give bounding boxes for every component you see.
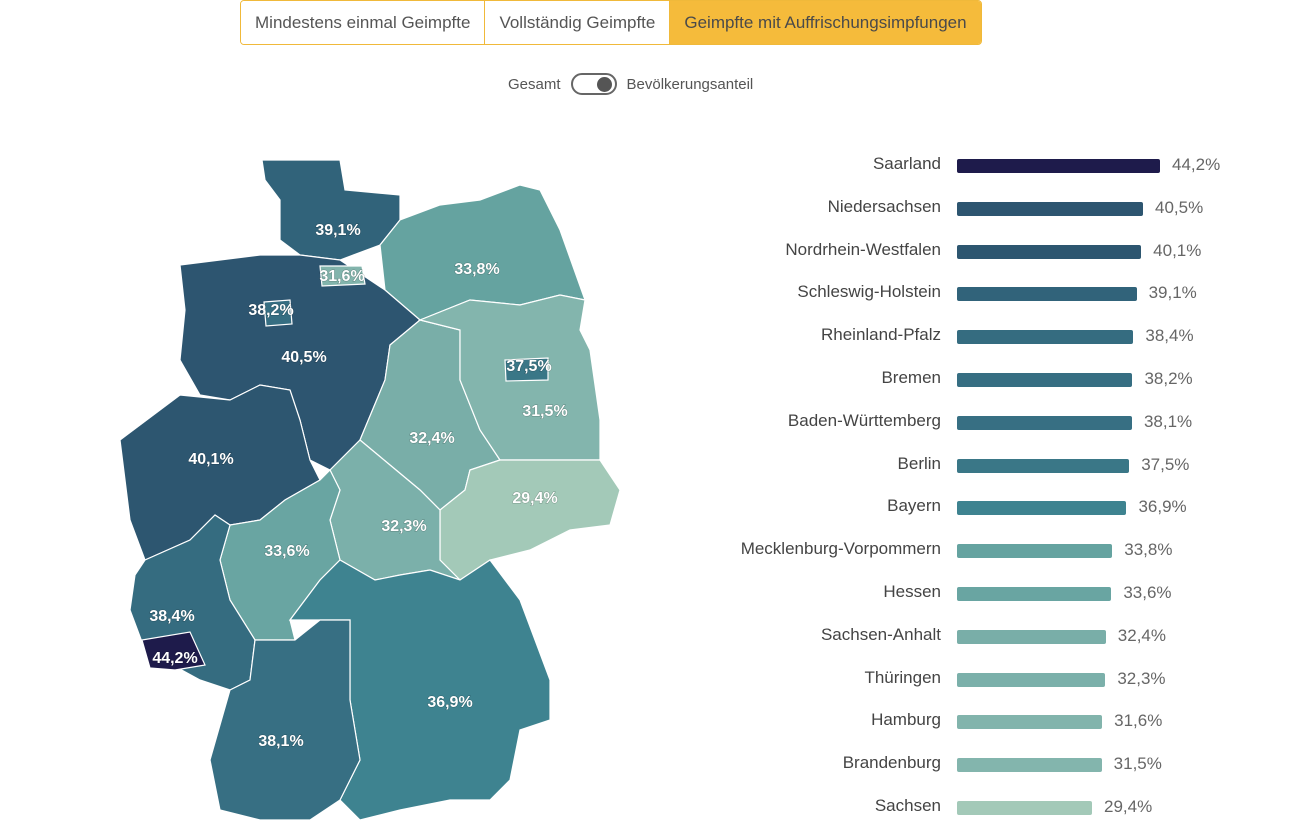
bar[interactable]: [957, 758, 1102, 773]
bar[interactable]: [957, 244, 1142, 259]
map-value-label: 40,1%: [188, 451, 233, 468]
bar-row: Berlin 37,5%: [0, 453, 1293, 476]
bar-value-label: 31,6%: [1114, 711, 1163, 731]
bar-label: Baden-Württemberg: [787, 410, 941, 430]
bar-row: Bayern 36,9%: [0, 496, 1293, 518]
bar-label: Mecklenburg-Vorpommern: [740, 539, 941, 559]
bar-value-label: 40,1%: [1153, 240, 1202, 260]
bar-label: Niedersachsen: [827, 196, 941, 216]
bar-label: Sachsen: [874, 796, 941, 815]
bar[interactable]: [957, 287, 1137, 302]
bar-value-label: 44,2%: [1172, 155, 1221, 174]
bar-row: Baden-Württemberg 38,1%: [0, 410, 1293, 433]
bar-label: Thüringen: [864, 667, 941, 687]
bar[interactable]: [957, 501, 1127, 516]
bar-label: Bayern: [887, 496, 941, 516]
bar[interactable]: [957, 587, 1112, 601]
map-value-label: 38,2%: [248, 302, 293, 319]
bar[interactable]: [957, 201, 1143, 216]
bar-label: Nordrhein-Westfalen: [785, 239, 941, 259]
bar-row: Niedersachsen 40,5%: [0, 196, 1293, 219]
map-value-label: 44,2%: [152, 650, 197, 667]
tab-first-dose[interactable]: Mindestens einmal Geimpfte: [241, 1, 486, 44]
display-toggle-switch[interactable]: [570, 73, 617, 95]
tab-booster[interactable]: Geimpfte mit Auffrischungsimpfungen: [670, 1, 981, 44]
bar-row: Hessen 33,6%: [0, 582, 1293, 604]
bar[interactable]: [957, 629, 1106, 644]
bar-label: Hessen: [883, 582, 941, 601]
bar-row: Sachsen 29,4%: [0, 796, 1293, 818]
bar-value-label: 33,6%: [1123, 583, 1172, 602]
bar[interactable]: [957, 373, 1133, 387]
bar[interactable]: [957, 415, 1132, 430]
map-value-label: 33,8%: [454, 261, 499, 278]
bar-row: Mecklenburg-Vorpommern 33,8%: [0, 539, 1293, 561]
bar-row: Schleswig-Holstein 39,1%: [0, 282, 1293, 304]
bar-row: Nordrhein-Westfalen 40,1%: [0, 239, 1293, 262]
map-value-label: 39,1%: [315, 222, 360, 239]
tab-fully-vaccinated[interactable]: Vollständig Geimpfte: [485, 1, 671, 44]
map-state[interactable]: [504, 357, 549, 382]
bar-value-label: 32,4%: [1117, 625, 1166, 645]
bar[interactable]: [957, 544, 1113, 559]
bar-value-label: 31,5%: [1113, 754, 1162, 774]
bar-label: Hamburg: [871, 710, 941, 730]
map-value-label: 32,4%: [409, 430, 454, 447]
map-value-label: 36,9%: [427, 694, 472, 711]
bar-label: Sachsen-Anhalt: [820, 624, 941, 644]
bar-row: Thüringen 32,3%: [0, 667, 1293, 690]
toggle-knob: [596, 77, 612, 92]
bar-label: Schleswig-Holstein: [797, 282, 941, 302]
bar[interactable]: [957, 715, 1103, 730]
bar-value-label: 36,9%: [1138, 497, 1187, 517]
toggle-label-share[interactable]: Bevölkerungsanteil: [626, 75, 754, 93]
map-value-label: 40,5%: [281, 349, 326, 366]
bar-value-label: 37,5%: [1141, 454, 1190, 474]
metric-tabs: Mindestens einmal Geimpfte Vollständig G…: [240, 0, 982, 45]
map-state[interactable]: [209, 619, 361, 821]
map-state[interactable]: [141, 631, 206, 671]
bar-label: Brandenburg: [842, 753, 941, 773]
bar-row: Rheinland-Pfalz 38,4%: [0, 325, 1293, 347]
bar-row: Brandenburg 31,5%: [0, 753, 1293, 775]
map-state[interactable]: [319, 265, 366, 287]
bar-label: Berlin: [897, 453, 941, 473]
bar-value-label: 38,2%: [1144, 369, 1193, 388]
map-value-label: 38,4%: [149, 608, 194, 625]
bar[interactable]: [957, 330, 1134, 345]
bar[interactable]: [957, 801, 1093, 815]
germany-map: 39,1% 33,8% 40,5% 40,1% 32,4% 31,5% 29,4% 32,3%…: [119, 159, 621, 821]
bar-row: Bremen 38,2%: [0, 368, 1293, 390]
map-value-label: 29,4%: [512, 490, 557, 507]
map-value-label: 37,5%: [506, 358, 551, 375]
bar-row: Saarland 44,2%: [0, 154, 1293, 176]
bar-row: Sachsen-Anhalt 32,4%: [0, 624, 1293, 647]
bar-row: Hamburg 31,6%: [0, 710, 1293, 732]
bar-value-label: 38,1%: [1143, 411, 1193, 431]
bar[interactable]: [957, 458, 1130, 473]
map-value-label: 38,1%: [258, 733, 303, 750]
bar[interactable]: [957, 672, 1106, 687]
bar[interactable]: [957, 159, 1160, 173]
bar-value-label: 38,4%: [1145, 326, 1194, 346]
bar-value-label: 33,8%: [1124, 540, 1173, 560]
map-value-label: 32,3%: [381, 518, 426, 535]
bar-value-label: 39,1%: [1148, 283, 1197, 303]
display-toggle-row: Gesamt Bevölkerungsanteil: [508, 73, 753, 95]
map-state[interactable]: [263, 299, 293, 327]
bar-value-label: 32,3%: [1117, 668, 1166, 688]
map-value-label: 31,6%: [319, 268, 364, 285]
bar-label: Saarland: [872, 154, 941, 173]
bar-value-label: 40,5%: [1155, 197, 1204, 217]
map-state[interactable]: [261, 159, 401, 261]
map-value-label: 33,6%: [264, 543, 309, 560]
bar-label: Rheinland-Pfalz: [820, 325, 941, 345]
map-value-label: 31,5%: [522, 403, 567, 420]
bar-label: Bremen: [881, 368, 941, 387]
bar-value-label: 29,4%: [1104, 797, 1153, 816]
toggle-label-total[interactable]: Gesamt: [508, 75, 561, 93]
